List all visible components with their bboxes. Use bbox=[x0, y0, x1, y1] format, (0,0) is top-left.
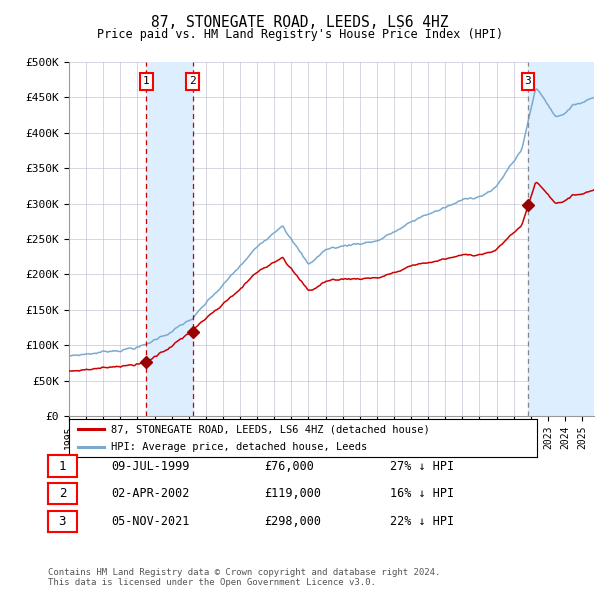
Text: 87, STONEGATE ROAD, LEEDS, LS6 4HZ (detached house): 87, STONEGATE ROAD, LEEDS, LS6 4HZ (deta… bbox=[111, 424, 430, 434]
Text: 1: 1 bbox=[143, 77, 149, 86]
Text: 16% ↓ HPI: 16% ↓ HPI bbox=[390, 487, 454, 500]
Text: 09-JUL-1999: 09-JUL-1999 bbox=[111, 460, 190, 473]
Text: £298,000: £298,000 bbox=[264, 515, 321, 528]
Text: 3: 3 bbox=[59, 515, 66, 528]
Text: Contains HM Land Registry data © Crown copyright and database right 2024.
This d: Contains HM Land Registry data © Crown c… bbox=[48, 568, 440, 587]
Text: Price paid vs. HM Land Registry's House Price Index (HPI): Price paid vs. HM Land Registry's House … bbox=[97, 28, 503, 41]
Text: 02-APR-2002: 02-APR-2002 bbox=[111, 487, 190, 500]
Bar bbox=[528, 62, 594, 416]
Text: 2: 2 bbox=[190, 77, 196, 86]
Text: 3: 3 bbox=[524, 77, 532, 86]
Text: £119,000: £119,000 bbox=[264, 487, 321, 500]
Text: 87, STONEGATE ROAD, LEEDS, LS6 4HZ: 87, STONEGATE ROAD, LEEDS, LS6 4HZ bbox=[151, 15, 449, 30]
Text: 2: 2 bbox=[59, 487, 66, 500]
Text: 1: 1 bbox=[59, 460, 66, 473]
Text: 27% ↓ HPI: 27% ↓ HPI bbox=[390, 460, 454, 473]
Bar bbox=[146, 62, 193, 416]
Text: 22% ↓ HPI: 22% ↓ HPI bbox=[390, 515, 454, 528]
Text: HPI: Average price, detached house, Leeds: HPI: Average price, detached house, Leed… bbox=[111, 442, 367, 452]
Text: 05-NOV-2021: 05-NOV-2021 bbox=[111, 515, 190, 528]
Text: £76,000: £76,000 bbox=[264, 460, 314, 473]
